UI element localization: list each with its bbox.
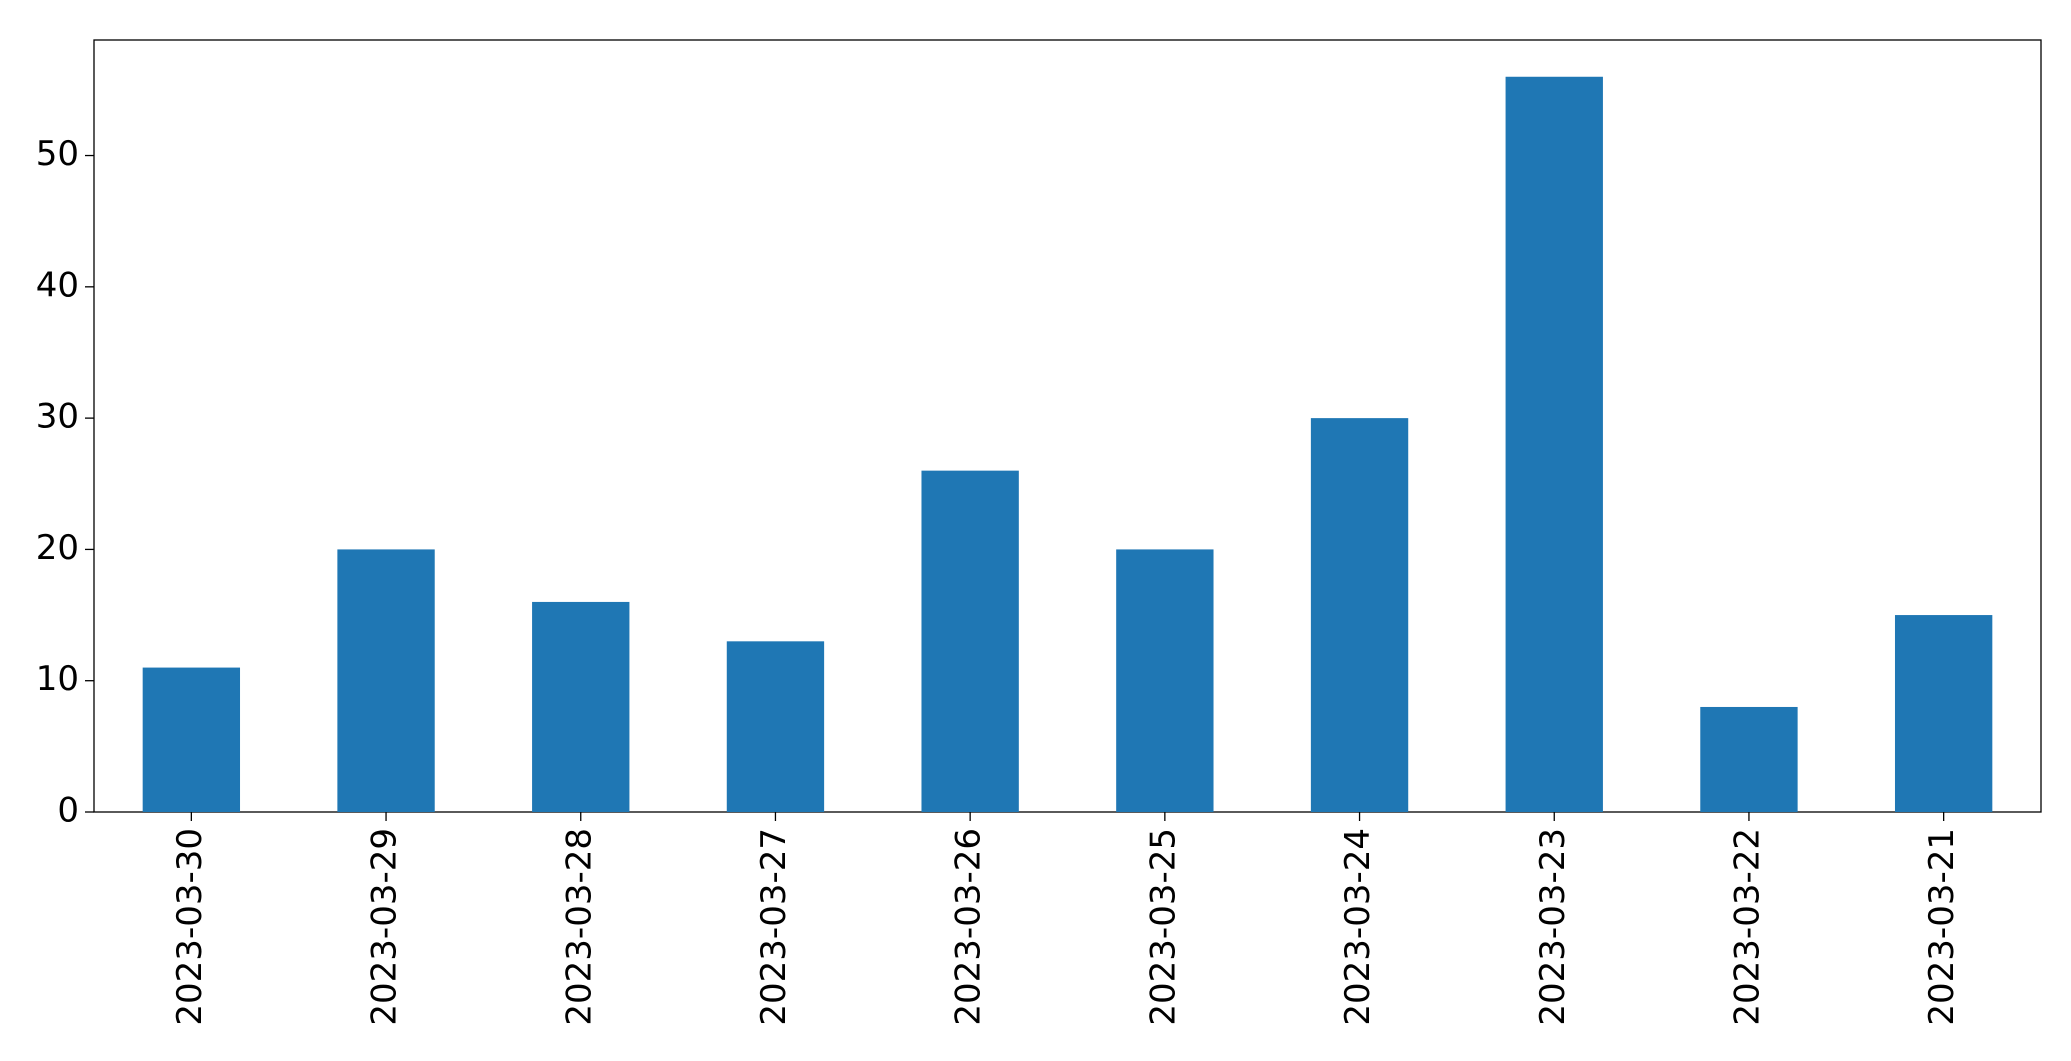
plot-frame [93,39,2042,813]
y-tick-label: 50 [36,134,79,174]
bar [1116,549,1214,812]
y-tick-label: 0 [57,791,79,831]
x-tick-label: 2023-03-25 [1143,828,1183,1026]
y-tick-label: 40 [36,265,79,305]
bar [532,601,630,812]
x-tick-label: 2023-03-24 [1338,828,1378,1026]
bar [1310,418,1409,812]
x-tick-label: 2023-03-29 [365,828,405,1026]
bar [142,667,241,812]
x-tick-label: 2023-03-30 [170,828,210,1026]
y-tick-label: 20 [36,528,79,568]
x-tick-label: 2023-03-28 [559,828,599,1026]
bar [1894,615,1993,812]
bar [921,470,1019,812]
bar [726,641,825,812]
x-tick-label: 2023-03-21 [1922,828,1962,1026]
x-tick-label: 2023-03-26 [949,828,989,1026]
y-tick-label: 30 [36,397,79,437]
x-tick-label: 2023-03-23 [1533,828,1573,1026]
bar [1505,76,1603,812]
y-tick-label: 10 [36,659,79,699]
bar [1700,706,1798,812]
bar [337,549,435,812]
x-tick-label: 2023-03-22 [1727,828,1767,1026]
x-tick-label: 2023-03-27 [754,828,794,1026]
